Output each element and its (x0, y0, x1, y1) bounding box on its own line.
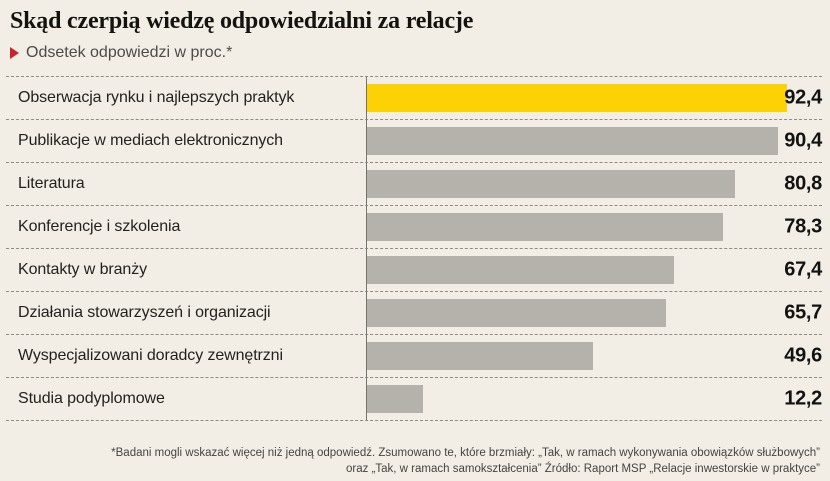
value-label: 65,7 (784, 301, 822, 324)
bar (367, 83, 788, 112)
bar-track: 67,4 (366, 248, 822, 291)
horizontal-bar-chart: Obserwacja rynku i najlepszych praktyk 9… (6, 75, 822, 421)
bar (367, 298, 666, 327)
bar-track: 49,6 (366, 334, 822, 377)
footnote: *Badani mogli wskazać więcej niż jedną o… (10, 445, 820, 477)
bar (367, 255, 674, 284)
chart-row: Kontakty w branży 67,4 (6, 248, 822, 292)
bar (367, 126, 779, 155)
value-label: 78,3 (784, 215, 822, 238)
bar-track: 90,4 (366, 119, 822, 162)
bar-track: 65,7 (366, 291, 822, 334)
value-label: 92,4 (784, 86, 822, 109)
chart-row: Działania stowarzyszeń i organizacji 65,… (6, 291, 822, 335)
footnote-line-2: oraz „Tak, w ramach samokształcenia” Źró… (346, 463, 820, 475)
chart-row: Obserwacja rynku i najlepszych praktyk 9… (6, 76, 822, 120)
chart-row: Studia podyplomowe 12,2 (6, 377, 822, 421)
bar-track: 80,8 (366, 162, 822, 205)
category-label: Obserwacja rynku i najlepszych praktyk (18, 88, 295, 106)
bar (367, 341, 593, 370)
chart-subtitle: Odsetek odpowiedzi w proc.* (10, 44, 818, 62)
triangle-bullet-icon (10, 46, 19, 59)
chart-row: Literatura 80,8 (6, 162, 822, 206)
category-label: Konferencje i szkolenia (18, 217, 181, 235)
category-label: Literatura (18, 174, 85, 192)
chart-subtitle-text: Odsetek odpowiedzi w proc.* (26, 43, 233, 61)
value-label: 67,4 (784, 258, 822, 281)
bar-track: 78,3 (366, 205, 822, 248)
bar (367, 169, 735, 198)
chart-row: Wyspecjalizowani doradcy zewnętrzni 49,6 (6, 334, 822, 378)
footnote-line-1: *Badani mogli wskazać więcej niż jedną o… (111, 447, 820, 459)
value-label: 49,6 (784, 344, 822, 367)
bar (367, 384, 423, 413)
value-label: 12,2 (784, 387, 822, 410)
category-label: Działania stowarzyszeń i organizacji (18, 303, 271, 321)
chart-row: Publikacje w mediach elektronicznych 90,… (6, 119, 822, 163)
bar (367, 212, 724, 241)
category-label: Publikacje w mediach elektronicznych (18, 131, 283, 149)
header: Skąd czerpią wiedzę odpowiedzialni za re… (0, 0, 830, 62)
value-label: 90,4 (784, 129, 822, 152)
chart-row: Konferencje i szkolenia 78,3 (6, 205, 822, 249)
category-label: Wyspecjalizowani doradcy zewnętrzni (18, 346, 283, 364)
value-label: 80,8 (784, 172, 822, 195)
bar-track: 12,2 (366, 377, 822, 420)
category-label: Studia podyplomowe (18, 389, 165, 407)
chart-title: Skąd czerpią wiedzę odpowiedzialni za re… (10, 8, 474, 34)
bar-track: 92,4 (366, 76, 822, 119)
category-label: Kontakty w branży (18, 260, 148, 278)
